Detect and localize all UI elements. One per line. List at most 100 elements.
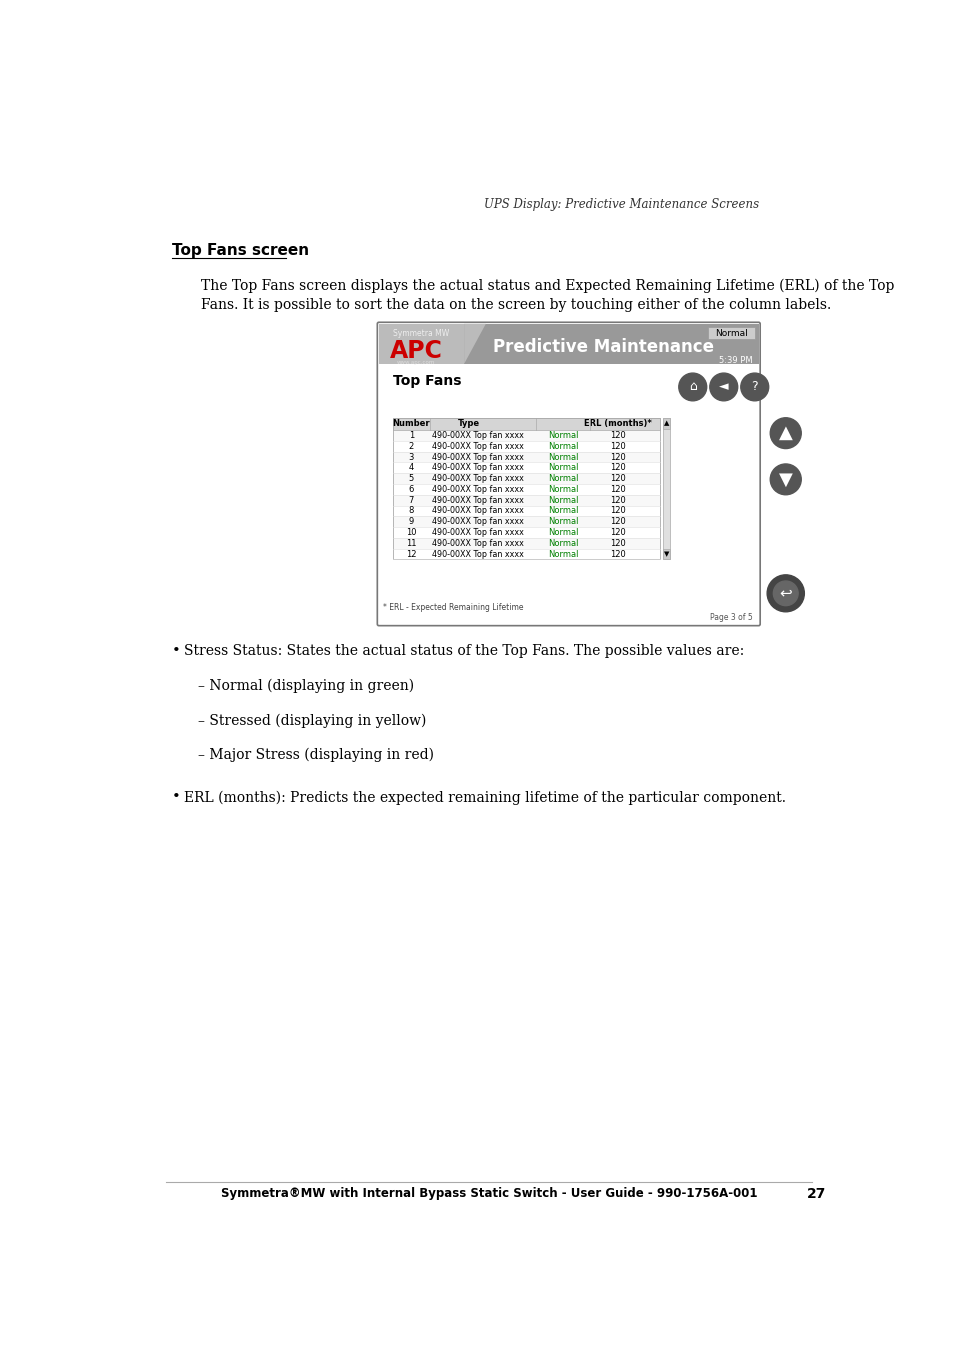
Text: 120: 120 (609, 517, 625, 526)
Text: Normal: Normal (548, 539, 578, 547)
Text: 6: 6 (408, 485, 414, 494)
Text: 490-00XX Top fan xxxx: 490-00XX Top fan xxxx (432, 550, 524, 558)
Text: Normal: Normal (715, 328, 747, 338)
Text: 490-00XX Top fan xxxx: 490-00XX Top fan xxxx (432, 431, 524, 440)
Text: Normal: Normal (548, 485, 578, 494)
Text: Stress Status: States the actual status of the Top Fans. The possible values are: Stress Status: States the actual status … (183, 644, 743, 658)
Bar (393, 451, 659, 462)
Text: Number: Number (393, 419, 430, 428)
FancyBboxPatch shape (377, 323, 760, 626)
Text: Type: Type (457, 419, 479, 428)
Text: 5:39 PM: 5:39 PM (718, 357, 752, 365)
Text: Top Fans screen: Top Fans screen (172, 243, 309, 258)
Circle shape (769, 463, 801, 494)
Text: 12: 12 (406, 550, 416, 558)
Circle shape (679, 373, 706, 401)
Circle shape (740, 373, 768, 401)
Text: 120: 120 (609, 528, 625, 536)
Text: Normal: Normal (548, 507, 578, 516)
Text: * ERL - Expected Remaining Lifetime: * ERL - Expected Remaining Lifetime (382, 603, 522, 612)
Text: Page 3 of 5: Page 3 of 5 (709, 613, 752, 623)
Text: 8: 8 (408, 507, 414, 516)
Bar (661, 549, 670, 559)
Text: www.apc.com: www.apc.com (396, 359, 435, 365)
Text: 120: 120 (609, 539, 625, 547)
Text: Symmetra®MW with Internal Bypass Static Switch - User Guide - 990-1756A-001: Symmetra®MW with Internal Bypass Static … (220, 1188, 757, 1201)
Text: Normal: Normal (548, 528, 578, 536)
Text: 120: 120 (609, 496, 625, 505)
Text: Normal: Normal (548, 517, 578, 526)
Text: Symmetra MW: Symmetra MW (393, 328, 449, 338)
Bar (393, 516, 659, 527)
Text: 490-00XX Top fan xxxx: 490-00XX Top fan xxxx (432, 539, 524, 547)
Text: The Top Fans screen displays the actual status and Expected Remaining Lifetime (: The Top Fans screen displays the actual … (200, 278, 893, 293)
Text: Normal: Normal (548, 442, 578, 451)
Text: 120: 120 (609, 453, 625, 462)
Bar (707, 327, 754, 339)
Text: 120: 120 (609, 442, 625, 451)
Text: Normal: Normal (548, 496, 578, 505)
Text: 490-00XX Top fan xxxx: 490-00XX Top fan xxxx (432, 528, 524, 536)
Bar (661, 417, 670, 428)
Text: 490-00XX Top fan xxxx: 490-00XX Top fan xxxx (432, 485, 524, 494)
Text: Normal: Normal (548, 431, 578, 440)
Text: 11: 11 (406, 539, 416, 547)
Text: 120: 120 (609, 431, 625, 440)
Text: – Stressed (displaying in yellow): – Stressed (displaying in yellow) (198, 713, 426, 728)
Text: •: • (172, 644, 180, 658)
Text: ERL (months)*: ERL (months)* (583, 419, 651, 428)
Circle shape (709, 373, 737, 401)
Text: ◄: ◄ (719, 381, 728, 393)
Bar (378, 324, 758, 363)
Bar (393, 473, 659, 484)
Text: ⌂: ⌂ (688, 381, 696, 393)
Text: ERL (months): Predicts the expected remaining lifetime of the particular compone: ERL (months): Predicts the expected rema… (183, 790, 784, 805)
Text: 120: 120 (609, 507, 625, 516)
Text: – Normal (displaying in green): – Normal (displaying in green) (198, 678, 414, 693)
Text: 4: 4 (409, 463, 414, 473)
Text: 1: 1 (409, 431, 414, 440)
Text: ▲: ▲ (778, 424, 792, 442)
Text: Normal: Normal (548, 453, 578, 462)
Text: 490-00XX Top fan xxxx: 490-00XX Top fan xxxx (432, 442, 524, 451)
Text: APC: APC (389, 339, 442, 363)
Text: Normal: Normal (548, 463, 578, 473)
Bar (661, 417, 670, 559)
Text: Normal: Normal (548, 474, 578, 484)
Text: UPS Display: Predictive Maintenance Screens: UPS Display: Predictive Maintenance Scre… (484, 199, 759, 211)
Text: 120: 120 (609, 485, 625, 494)
Bar (393, 538, 659, 549)
Circle shape (773, 581, 798, 605)
Text: 120: 120 (609, 463, 625, 473)
Text: 27: 27 (806, 1188, 825, 1201)
Text: 9: 9 (409, 517, 414, 526)
Text: Predictive Maintenance: Predictive Maintenance (493, 338, 714, 355)
Text: ?: ? (751, 381, 758, 393)
Text: 10: 10 (406, 528, 416, 536)
Bar (378, 324, 464, 363)
Text: 2: 2 (409, 442, 414, 451)
Circle shape (766, 574, 803, 612)
Text: – Major Stress (displaying in red): – Major Stress (displaying in red) (198, 748, 434, 762)
Text: 7: 7 (408, 496, 414, 505)
Text: ↩: ↩ (779, 586, 791, 601)
Text: 490-00XX Top fan xxxx: 490-00XX Top fan xxxx (432, 517, 524, 526)
Circle shape (769, 417, 801, 449)
Text: 120: 120 (609, 550, 625, 558)
Text: 490-00XX Top fan xxxx: 490-00XX Top fan xxxx (432, 463, 524, 473)
Text: 490-00XX Top fan xxxx: 490-00XX Top fan xxxx (432, 453, 524, 462)
Text: 490-00XX Top fan xxxx: 490-00XX Top fan xxxx (432, 496, 524, 505)
Bar (393, 417, 659, 559)
Text: Fans. It is possible to sort the data on the screen by touching either of the co: Fans. It is possible to sort the data on… (200, 297, 830, 312)
Text: 120: 120 (609, 474, 625, 484)
Bar (393, 430, 659, 440)
Text: ▲: ▲ (663, 420, 668, 426)
Text: ▼: ▼ (663, 551, 668, 557)
Polygon shape (464, 324, 485, 363)
Bar (393, 417, 659, 430)
Text: Normal: Normal (548, 550, 578, 558)
Text: 5: 5 (409, 474, 414, 484)
Bar (393, 494, 659, 505)
Text: ▼: ▼ (778, 470, 792, 488)
Text: 490-00XX Top fan xxxx: 490-00XX Top fan xxxx (432, 507, 524, 516)
